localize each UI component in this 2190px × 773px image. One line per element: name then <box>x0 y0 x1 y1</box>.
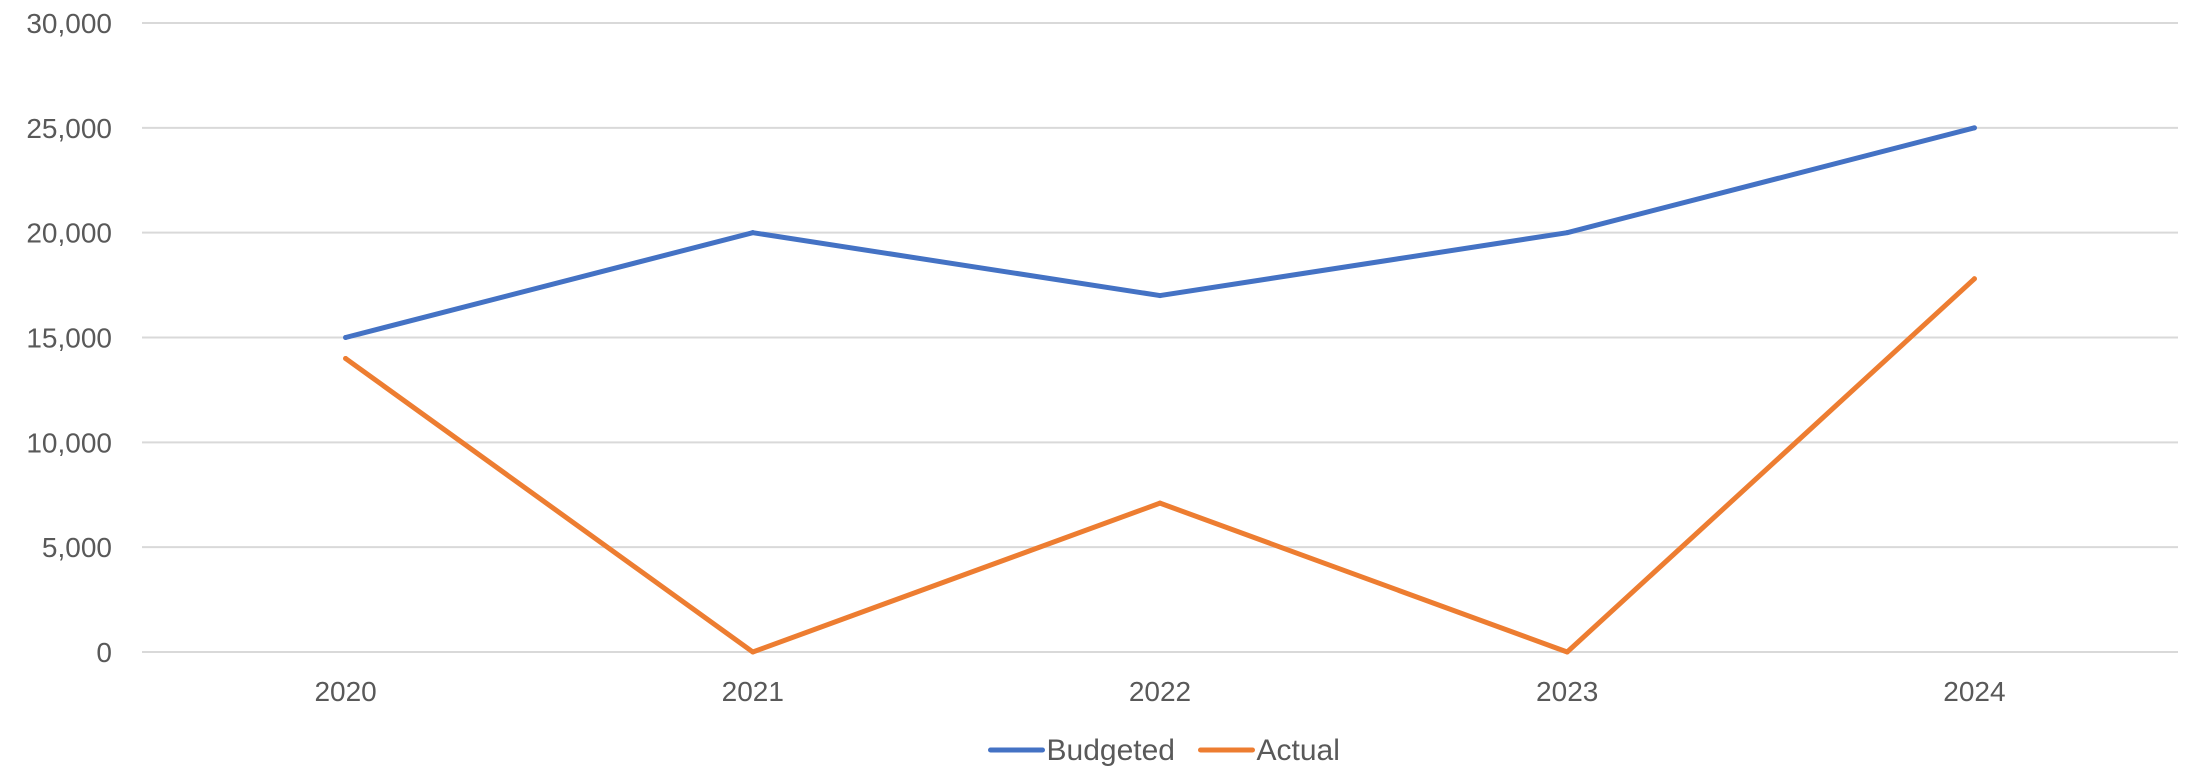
series-line-actual <box>343 276 1977 655</box>
y-tick-label: 25,000 <box>26 113 112 144</box>
y-tick-label: 20,000 <box>26 218 112 249</box>
x-tick-label: 2020 <box>314 676 376 707</box>
data-point <box>1157 293 1163 299</box>
x-tick-label: 2022 <box>1129 676 1191 707</box>
legend-item-actual: Actual <box>1198 734 1340 767</box>
y-axis-tick-labels: 0 5,000 10,000 15,000 20,000 25,000 30,000 <box>26 8 112 668</box>
data-point <box>1564 649 1570 655</box>
y-tick-label: 10,000 <box>26 427 112 458</box>
data-point <box>1971 125 1977 131</box>
y-tick-label: 5,000 <box>42 532 112 563</box>
x-tick-label: 2021 <box>722 676 784 707</box>
x-tick-label: 2023 <box>1536 676 1598 707</box>
x-tick-label: 2024 <box>1943 676 2005 707</box>
legend-label: Budgeted <box>1047 734 1175 767</box>
legend: Budgeted Actual <box>988 734 1340 767</box>
data-point <box>343 355 349 361</box>
data-point <box>343 335 349 340</box>
data-point <box>750 649 756 655</box>
legend-label: Actual <box>1257 734 1340 767</box>
data-point <box>1157 500 1163 506</box>
series-lines <box>343 125 1977 655</box>
data-point <box>1564 230 1570 236</box>
data-point <box>1971 276 1977 282</box>
data-point <box>750 230 756 236</box>
legend-item-budgeted: Budgeted <box>988 734 1175 767</box>
y-tick-label: 15,000 <box>26 323 112 354</box>
x-axis-tick-labels: 2020 2021 2022 2023 2024 <box>314 676 2005 707</box>
y-tick-label: 30,000 <box>26 8 112 39</box>
gridlines <box>142 22 2178 653</box>
y-tick-label: 0 <box>96 637 112 668</box>
